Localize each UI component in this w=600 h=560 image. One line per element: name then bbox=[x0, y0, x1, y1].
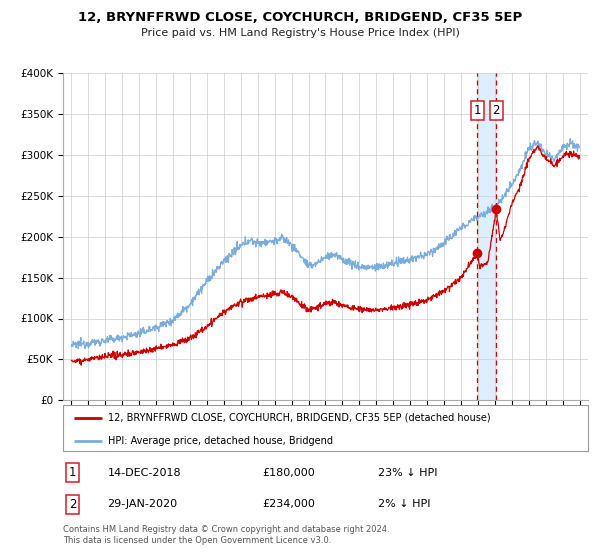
Text: 2% ↓ HPI: 2% ↓ HPI bbox=[378, 499, 431, 509]
Text: 12, BRYNFFRWD CLOSE, COYCHURCH, BRIDGEND, CF35 5EP (detached house): 12, BRYNFFRWD CLOSE, COYCHURCH, BRIDGEND… bbox=[107, 413, 490, 423]
Text: Price paid vs. HM Land Registry's House Price Index (HPI): Price paid vs. HM Land Registry's House … bbox=[140, 28, 460, 38]
Text: £180,000: £180,000 bbox=[263, 468, 315, 478]
Text: 14-DEC-2018: 14-DEC-2018 bbox=[107, 468, 181, 478]
Text: HPI: Average price, detached house, Bridgend: HPI: Average price, detached house, Brid… bbox=[107, 436, 332, 446]
Text: Contains HM Land Registry data © Crown copyright and database right 2024.
This d: Contains HM Land Registry data © Crown c… bbox=[63, 525, 389, 545]
Text: 23% ↓ HPI: 23% ↓ HPI bbox=[378, 468, 437, 478]
Text: 12, BRYNFFRWD CLOSE, COYCHURCH, BRIDGEND, CF35 5EP: 12, BRYNFFRWD CLOSE, COYCHURCH, BRIDGEND… bbox=[78, 11, 522, 24]
Text: 1: 1 bbox=[473, 104, 481, 117]
Text: 29-JAN-2020: 29-JAN-2020 bbox=[107, 499, 178, 509]
Text: 1: 1 bbox=[69, 466, 76, 479]
Text: 2: 2 bbox=[69, 498, 76, 511]
Text: 2: 2 bbox=[493, 104, 500, 117]
Text: £234,000: £234,000 bbox=[263, 499, 316, 509]
Bar bbox=[477, 73, 496, 400]
